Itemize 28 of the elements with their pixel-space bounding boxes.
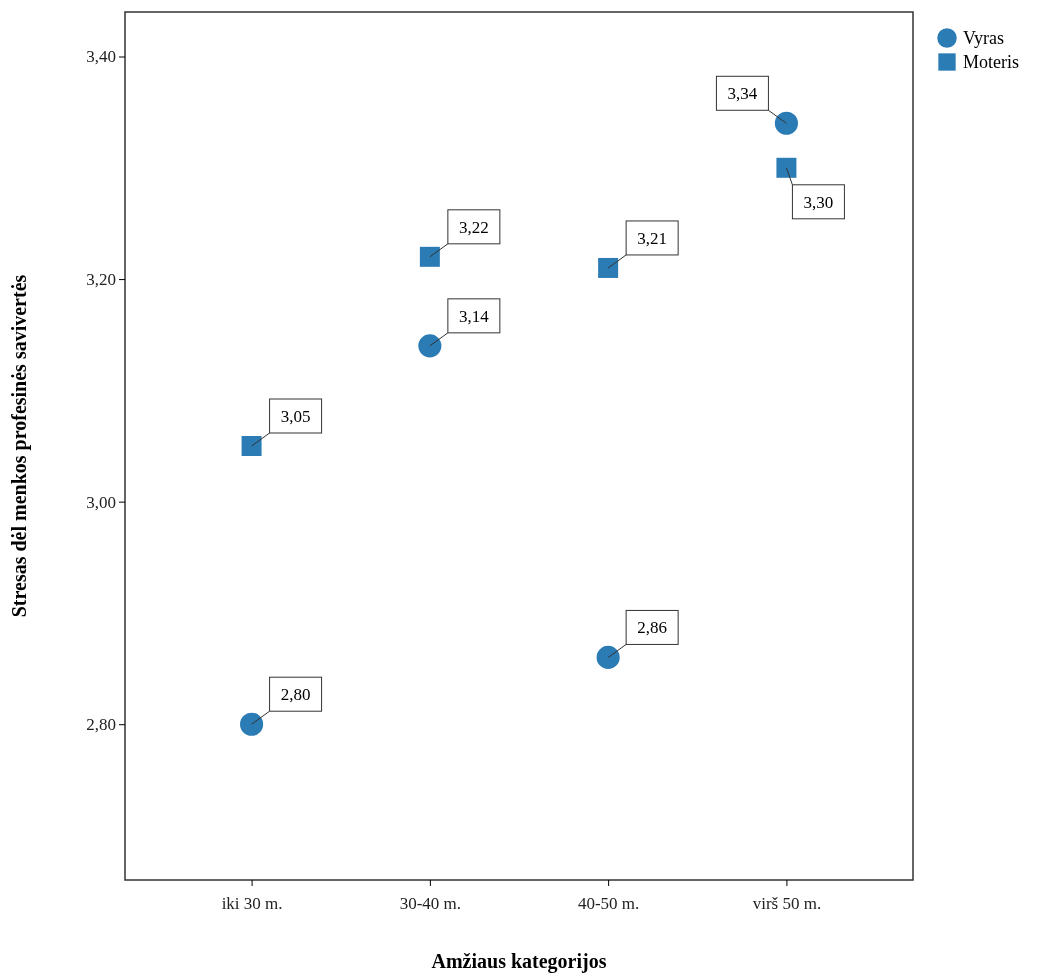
point [419,246,440,267]
point [596,645,620,669]
data-label: 3,05 [280,407,311,426]
legend-label: Vyras [963,28,1004,48]
data-label: 2,86 [637,618,668,638]
point [774,111,798,135]
y-tick-label: 3,40 [86,47,116,67]
data-label: 3,22 [458,217,489,237]
y-tick-label: 2,80 [86,715,116,735]
x-tick-label: 40-50 m. [577,894,640,914]
x-tick-label: iki 30 m. [221,894,283,914]
data-label: 2,80 [280,685,311,705]
data-label: 3,34 [727,84,758,104]
x-tick-label: 30-40 m. [399,894,462,914]
legend-label: Moteris [963,52,1019,72]
point [418,334,442,358]
y-tick-label: 3,20 [86,270,116,290]
data-label: 3,30 [803,192,834,212]
point [241,436,262,456]
point [776,157,797,178]
data-label: 3,14 [458,306,490,326]
point [598,257,619,278]
y-axis-title: Stresas dėl menkos profesinės savivertės [8,274,31,618]
data-label: 3,21 [637,228,668,248]
x-axis-title: Amžiaus kategorijos [431,950,607,973]
x-tick-label: virš 50 m. [752,894,822,914]
point [240,712,264,736]
y-tick-label: 3,00 [86,492,116,512]
